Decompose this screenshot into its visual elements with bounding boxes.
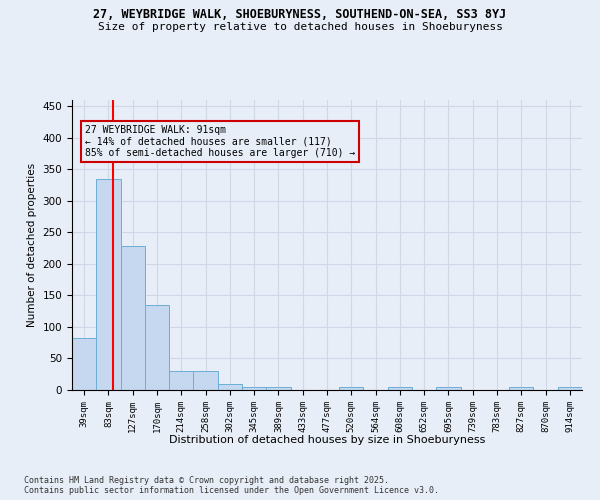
Text: Contains HM Land Registry data © Crown copyright and database right 2025.
Contai: Contains HM Land Registry data © Crown c… (24, 476, 439, 495)
Bar (193, 371, 218, 390)
Bar (339, 387, 364, 390)
Text: 27, WEYBRIDGE WALK, SHOEBURYNESS, SOUTHEND-ON-SEA, SS3 8YJ: 27, WEYBRIDGE WALK, SHOEBURYNESS, SOUTHE… (94, 8, 506, 20)
Bar (509, 387, 533, 390)
Bar (436, 387, 461, 390)
Bar (218, 384, 242, 390)
Bar (96, 179, 121, 390)
Bar (388, 387, 412, 390)
Bar (121, 246, 145, 390)
Bar (242, 387, 266, 390)
Bar (169, 371, 193, 390)
Y-axis label: Number of detached properties: Number of detached properties (27, 163, 37, 327)
X-axis label: Distribution of detached houses by size in Shoeburyness: Distribution of detached houses by size … (169, 434, 485, 445)
Bar (145, 305, 169, 390)
Bar (266, 387, 290, 390)
Text: 27 WEYBRIDGE WALK: 91sqm
← 14% of detached houses are smaller (117)
85% of semi-: 27 WEYBRIDGE WALK: 91sqm ← 14% of detach… (85, 125, 356, 158)
Bar (558, 387, 582, 390)
Bar (72, 338, 96, 390)
Text: Size of property relative to detached houses in Shoeburyness: Size of property relative to detached ho… (97, 22, 503, 32)
